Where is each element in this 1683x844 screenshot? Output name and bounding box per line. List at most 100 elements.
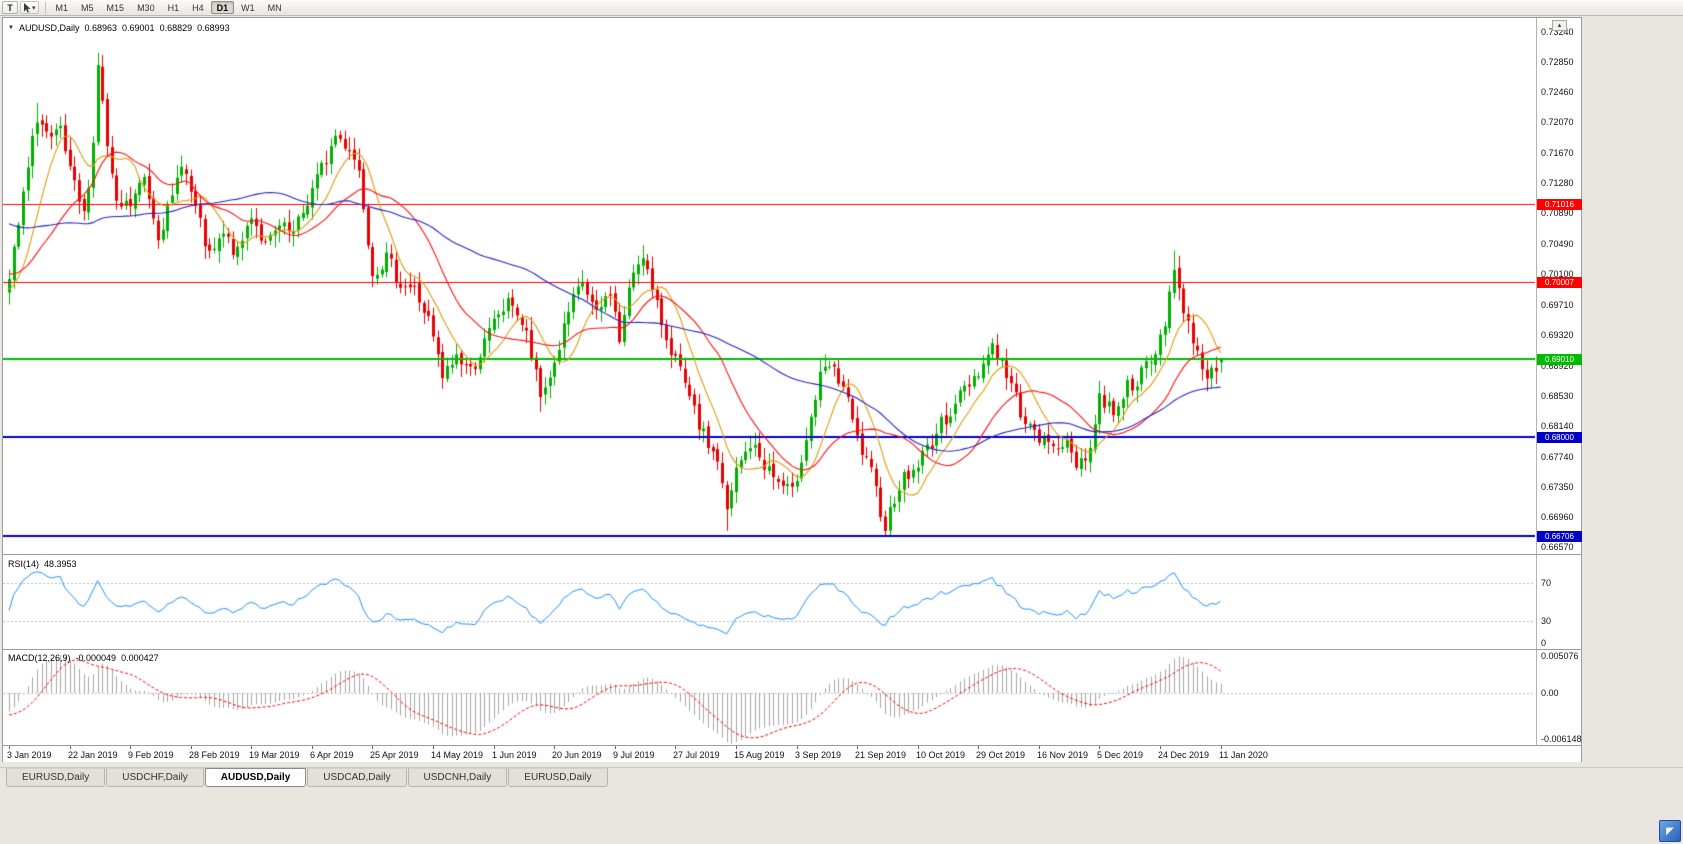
template-button[interactable]: T <box>2 1 18 14</box>
date-tick <box>494 746 495 749</box>
date-tick <box>797 746 798 749</box>
price-tag: 0.70007 <box>1537 277 1582 288</box>
date-label: 27 Jul 2019 <box>673 750 720 760</box>
date-label: 5 Dec 2019 <box>1097 750 1144 760</box>
price-axis-label: 0.73240 <box>1541 27 1574 37</box>
chart-tab-eurusd-daily[interactable]: EURUSD,Daily <box>6 768 106 787</box>
chart-tab-eurusd-daily[interactable]: EURUSD,Daily <box>508 768 608 787</box>
price-axis-label: 0.70490 <box>1541 239 1574 250</box>
price-axis-label: 0.72460 <box>1541 87 1574 98</box>
timeframe-button-h4[interactable]: H4 <box>192 2 204 13</box>
ohlc-close: 0.68993 <box>197 23 230 33</box>
date-label: 14 May 2019 <box>431 750 484 760</box>
chart-menu-arrow-icon[interactable]: ▼ <box>8 25 14 31</box>
price-axis-label: 0.71280 <box>1541 178 1574 189</box>
date-label: 6 Apr 2019 <box>310 750 354 760</box>
rsi-axis-label: 70 <box>1541 578 1552 589</box>
macd-axis-label: -0.006148 <box>1541 734 1582 744</box>
date-label: 11 Jan 2020 <box>1219 750 1268 760</box>
price-axis-label: 0.71670 <box>1541 148 1574 159</box>
date-label: 3 Jan 2019 <box>7 750 52 760</box>
rsi-indicator-canvas[interactable] <box>3 555 1535 649</box>
scroll-up-icon: ▲ <box>1556 22 1563 29</box>
ohlc-open: 0.68963 <box>84 23 118 33</box>
date-label: 24 Dec 2019 <box>1158 750 1210 760</box>
price-axis-label: 0.68140 <box>1541 420 1574 431</box>
macd-axis-label: 0.00 <box>1541 687 1559 698</box>
rsi-name: RSI(14) <box>8 559 40 569</box>
price-axis-label: 0.68530 <box>1541 390 1574 401</box>
toolbar-separator <box>44 1 46 14</box>
date-tick <box>1160 746 1161 749</box>
timeframe-button-h1[interactable]: H1 <box>167 2 180 13</box>
price-axis-label: 0.66570 <box>1541 542 1574 552</box>
date-tick <box>675 746 676 749</box>
main-chart-canvas[interactable] <box>3 18 1535 554</box>
date-tick <box>554 746 555 749</box>
date-tick <box>918 746 919 749</box>
date-tick <box>978 746 979 749</box>
timeframe-button-m5[interactable]: M5 <box>81 2 94 13</box>
chart-tab-usdchf-daily[interactable]: USDCHF,Daily <box>106 768 204 787</box>
cursor-icon <box>24 2 31 13</box>
date-label: 15 Aug 2019 <box>734 750 785 760</box>
date-label: 29 Oct 2019 <box>976 750 1026 760</box>
date-tick <box>312 746 313 749</box>
date-tick <box>736 746 737 749</box>
date-label: 16 Nov 2019 <box>1037 750 1089 760</box>
cursor-tool-button[interactable]: ▾ <box>20 1 39 14</box>
chart-tab-usdcad-daily[interactable]: USDCAD,Daily <box>307 768 407 787</box>
date-axis[interactable]: 3 Jan 2019 22 Jan 2019 9 Feb 2019 28 Feb 20… <box>3 745 1581 762</box>
date-tick <box>251 746 252 749</box>
chart-window: ▼ AUDUSD,Daily 0.68963 0.69001 0.68829 0… <box>2 17 1582 762</box>
price-axis-label: 0.67350 <box>1541 481 1574 492</box>
date-label: 28 Feb 2019 <box>189 750 240 760</box>
price-axis-label: 0.68920 <box>1541 360 1574 371</box>
date-tick <box>615 746 616 749</box>
corner-arrow-icon: ◤ <box>1666 825 1674 837</box>
timeframe-button-m1[interactable]: M1 <box>55 2 69 13</box>
macd-axis-label: 0.005076 <box>1541 651 1579 661</box>
rsi-value: 48.3953 <box>44 559 77 569</box>
macd-indicator-canvas[interactable] <box>3 650 1535 745</box>
price-tag: 0.71016 <box>1537 199 1582 210</box>
ohlc-low: 0.68829 <box>159 23 193 33</box>
price-tag: 0.66706 <box>1537 531 1582 542</box>
macd-value-signal: 0.000427 <box>121 653 159 663</box>
date-label: 25 Apr 2019 <box>370 750 419 760</box>
timeframe-button-w1[interactable]: W1 <box>241 2 255 13</box>
price-axis-label: 0.69710 <box>1541 299 1574 310</box>
timeframe-button-m15[interactable]: M15 <box>106 2 125 13</box>
pane-divider-rsi[interactable] <box>3 554 1581 555</box>
price-axis-label: 0.72070 <box>1541 117 1574 128</box>
timeframe-buttons-group: M1 M5 M15 M30 H1 H4 D1 W1 MN <box>50 1 289 14</box>
chart-tab-usdcnh-daily[interactable]: USDCNH,Daily <box>407 768 508 787</box>
timeframe-button-mn[interactable]: MN <box>267 2 282 13</box>
price-axis-label: 0.70100 <box>1541 269 1574 280</box>
macd-value-main: -0.000049 <box>75 653 117 663</box>
date-label: 10 Oct 2019 <box>916 750 966 760</box>
price-axis-label: 0.69320 <box>1541 329 1574 340</box>
chart-scroll-arrow-button[interactable]: ▲ <box>1552 20 1567 31</box>
date-tick <box>9 746 10 749</box>
date-tick <box>857 746 858 749</box>
ohlc-high: 0.69001 <box>122 23 155 33</box>
date-label: 22 Jan 2019 <box>68 750 118 760</box>
price-axis-label: 0.66960 <box>1541 511 1574 522</box>
rsi-axis-label: 0 <box>1541 638 1547 648</box>
date-label: 19 Mar 2019 <box>249 750 300 760</box>
chart-tab-audusd-daily[interactable]: AUDUSD,Daily <box>204 768 307 787</box>
timeframe-button-m30[interactable]: M30 <box>137 2 155 13</box>
date-tick <box>130 746 131 749</box>
date-tick <box>372 746 373 749</box>
price-axis-label: 0.72850 <box>1541 57 1574 68</box>
bottom-right-arrow-button[interactable]: ◤ <box>1659 820 1681 842</box>
pane-divider-macd[interactable] <box>3 649 1581 650</box>
chevron-down-icon: ▾ <box>32 4 36 12</box>
date-label: 9 Feb 2019 <box>128 750 174 760</box>
date-tick <box>191 746 192 749</box>
rsi-label: RSI(14) 48.3953 <box>8 559 82 569</box>
price-axis-border <box>1536 18 1537 762</box>
timeframe-button-d1[interactable]: D1 <box>210 1 235 14</box>
date-tick <box>1039 746 1040 749</box>
